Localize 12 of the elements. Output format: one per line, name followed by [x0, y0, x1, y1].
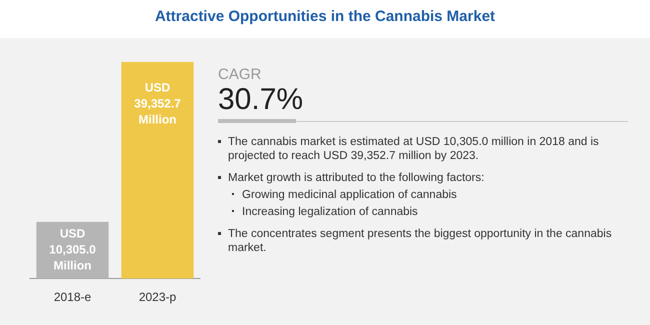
text: The concentrates segment presents the biggest opportunity in the cannabis market.: [228, 227, 613, 255]
text: Increasing legalization of cannabis: [242, 205, 418, 219]
text: Growing medicinal application of cannabis: [242, 188, 457, 202]
text: Attractive Opportunities in the Cannabis Market: [154, 8, 496, 25]
x-tick-label: 2023-p: [138, 290, 177, 304]
x-tick-label: 2018-e: [54, 290, 92, 304]
text: The cannabis market is estimated at USD 10,305.0 million in 2018 and is projected to reach USD 39,352.7 million by 2023.: [228, 135, 600, 163]
text: 30.7%: [218, 83, 304, 117]
text: Market growth is attributed to the following factors:: [228, 171, 484, 185]
data-label: USD 39,352.7 Million: [134, 80, 182, 126]
text: CAGR: [218, 66, 262, 83]
data-label: USD 10,305.0 Million: [49, 226, 96, 273]
